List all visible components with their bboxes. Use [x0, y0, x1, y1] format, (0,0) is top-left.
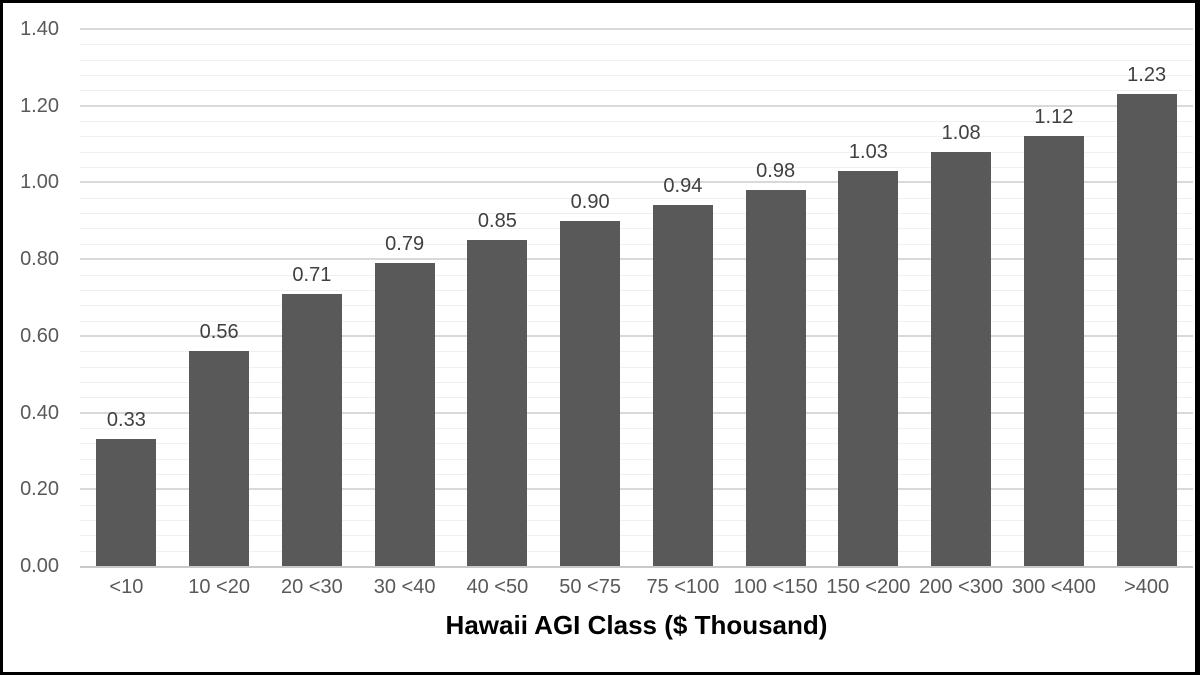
x-tick-label: <10: [109, 576, 144, 598]
major-gridline: [80, 334, 1193, 337]
x-tick-label: 30 <40: [373, 576, 436, 598]
minor-gridline: [80, 427, 1193, 429]
bar: [652, 205, 713, 566]
minor-gridline: [80, 351, 1193, 353]
minor-gridline: [80, 504, 1193, 506]
minor-gridline: [80, 44, 1193, 46]
minor-gridline: [80, 458, 1193, 460]
major-gridline: [80, 411, 1193, 414]
y-axis-labels: 0.00 0.20 0.40 0.60 0.80 1.00 1.20 1.40: [3, 19, 63, 576]
bar-slot: 1.23: [1100, 29, 1193, 566]
major-gridline: [80, 258, 1193, 261]
bar: [931, 151, 992, 566]
bar-value-label: 0.98: [756, 160, 796, 183]
minor-gridline: [80, 274, 1193, 276]
minor-gridline: [80, 381, 1193, 383]
x-tick-label: >400: [1124, 576, 1170, 598]
major-gridline: [80, 488, 1193, 491]
minor-gridline: [80, 550, 1193, 552]
bar: [189, 351, 250, 566]
bar-slot: 1.12: [1008, 29, 1101, 566]
minor-gridline: [80, 90, 1193, 92]
minor-gridline: [80, 535, 1193, 537]
minor-gridline: [80, 305, 1193, 307]
bar-value-label: 0.33: [106, 409, 146, 432]
minor-gridline: [80, 197, 1193, 199]
y-tick-label: 0.60: [20, 324, 59, 347]
minor-gridline: [80, 213, 1193, 215]
bar-slot: 0.79: [358, 29, 451, 566]
minor-gridline: [80, 121, 1193, 123]
bar-slot: 1.03: [822, 29, 915, 566]
minor-gridline: [80, 473, 1193, 475]
bar: [838, 170, 899, 566]
bar: [374, 262, 435, 566]
minor-gridline: [80, 136, 1193, 138]
x-tick-label: 40 <50: [466, 576, 529, 598]
x-tick-label: 150 <200: [826, 576, 911, 598]
bar-slot: 0.56: [173, 29, 266, 566]
bar: [96, 439, 157, 566]
minor-gridline: [80, 243, 1193, 245]
bar-slot: 0.94: [637, 29, 730, 566]
bar-value-label: 0.56: [199, 321, 239, 344]
bar-value-label: 0.85: [477, 209, 517, 232]
x-tick-label: 75 <100: [646, 576, 720, 598]
x-axis-labels: <10 10 <20 20 <30 30 <40 40 <50 50 <75 75 <100…: [80, 575, 1193, 599]
y-tick-label: 0.20: [20, 478, 59, 501]
bar-value-label: 0.71: [292, 263, 332, 286]
minor-gridline: [80, 519, 1193, 521]
bar: [1023, 136, 1084, 566]
minor-gridline: [80, 75, 1193, 77]
minor-gridline: [80, 320, 1193, 322]
bar-value-label: 1.12: [1034, 106, 1074, 129]
bar: [745, 190, 806, 566]
minor-gridline: [80, 228, 1193, 230]
bar-slot: 0.33: [80, 29, 173, 566]
bar-slot: 0.85: [451, 29, 544, 566]
y-tick-label: 1.00: [20, 171, 59, 194]
bar-value-label: 0.94: [663, 175, 703, 198]
major-gridline: [80, 181, 1193, 184]
bar-value-label: 1.08: [941, 121, 981, 144]
bar: [281, 293, 342, 566]
bar-slot: 0.71: [266, 29, 359, 566]
bars-layer: 0.33 0.56 0.71 0.79 0.85 0.90 0.94 0.98 1.03 1.08…: [80, 29, 1193, 566]
x-tick-label: 20 <30: [281, 576, 343, 598]
bar: [1116, 94, 1177, 566]
bar-value-label: 0.90: [570, 190, 610, 213]
x-tick-label: 200 <300: [919, 576, 1004, 598]
bar-value-label: 1.03: [848, 140, 888, 163]
y-tick-label: 0.80: [20, 248, 59, 271]
minor-gridline: [80, 151, 1193, 153]
major-gridline: [80, 28, 1193, 30]
x-tick-label: 100 <150: [733, 576, 818, 598]
bar-slot: 1.08: [915, 29, 1008, 566]
x-tick-label: 50 <75: [559, 576, 621, 598]
minor-gridline: [80, 397, 1193, 399]
y-tick-label: 0.00: [20, 555, 59, 577]
bar: [467, 239, 528, 566]
major-gridline: [80, 104, 1193, 107]
minor-gridline: [80, 289, 1193, 291]
x-tick-label: 10 <20: [188, 576, 250, 598]
x-tick-label: 300 <400: [1011, 576, 1096, 598]
bar-slot: 0.90: [544, 29, 637, 566]
plot-area: 0.33 0.56 0.71 0.79 0.85 0.90 0.94 0.98 1.03 1.08…: [80, 28, 1193, 568]
minor-gridline: [80, 59, 1193, 61]
y-tick-label: 0.40: [20, 401, 59, 424]
bar-slot: 0.98: [729, 29, 822, 566]
x-axis-title: Hawaii AGI Class ($ Thousand): [445, 610, 828, 640]
bar: [560, 220, 621, 566]
minor-gridline: [80, 443, 1193, 445]
minor-gridline: [80, 167, 1193, 169]
y-tick-label: 1.20: [20, 94, 59, 117]
minor-gridline: [80, 366, 1193, 368]
bar-value-label: 1.23: [1127, 64, 1167, 87]
bar-value-label: 0.79: [385, 232, 425, 255]
y-tick-label: 1.40: [20, 18, 59, 40]
